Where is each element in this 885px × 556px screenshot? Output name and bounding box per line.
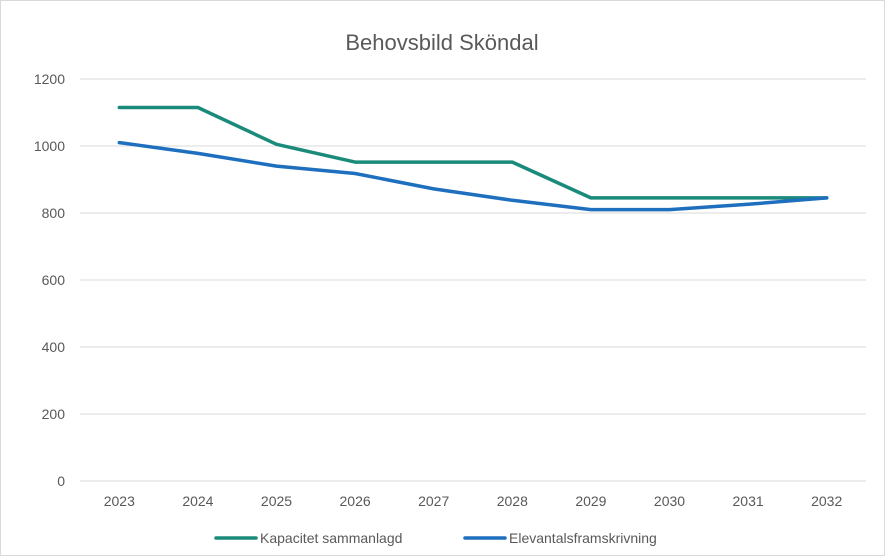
- x-tick-label: 2024: [182, 493, 213, 509]
- legend: Kapacitet sammanlagd Elevantalsframskrivn…: [214, 530, 657, 546]
- y-tick-label: 1000: [34, 138, 65, 154]
- x-tick-label: 2032: [811, 493, 842, 509]
- x-tick-label: 2029: [575, 493, 606, 509]
- x-axis-tick-labels: 2023 2024 2025 2026 2027 2028 2029 2030 2031 2032: [104, 493, 843, 509]
- y-tick-label: 200: [42, 406, 66, 422]
- gridlines: [80, 78, 866, 482]
- x-tick-label: 2030: [654, 493, 685, 509]
- y-axis-tick-labels: 0 200 400 600 800 1000 1200: [34, 71, 65, 489]
- legend-label: Kapacitet sammanlagd: [260, 530, 402, 546]
- legend-item: Kapacitet sammanlagd: [214, 530, 402, 546]
- x-tick-label: 2031: [733, 493, 764, 509]
- y-tick-label: 600: [42, 272, 66, 288]
- y-tick-label: 0: [57, 473, 65, 489]
- series-line-2: [117, 140, 829, 212]
- chart-title: Behovsbild Sköndal: [345, 30, 538, 55]
- series-lines: [117, 105, 829, 212]
- legend-label: Elevantalsframskrivning: [509, 530, 657, 546]
- y-tick-label: 800: [42, 205, 66, 221]
- legend-item: Elevantalsframskrivning: [463, 530, 657, 546]
- x-tick-label: 2027: [418, 493, 449, 509]
- series-line-1: [117, 105, 829, 200]
- x-tick-label: 2023: [104, 493, 135, 509]
- y-tick-label: 400: [42, 339, 66, 355]
- x-tick-label: 2025: [261, 493, 292, 509]
- x-tick-label: 2026: [340, 493, 371, 509]
- x-tick-label: 2028: [497, 493, 528, 509]
- y-tick-label: 1200: [34, 71, 65, 87]
